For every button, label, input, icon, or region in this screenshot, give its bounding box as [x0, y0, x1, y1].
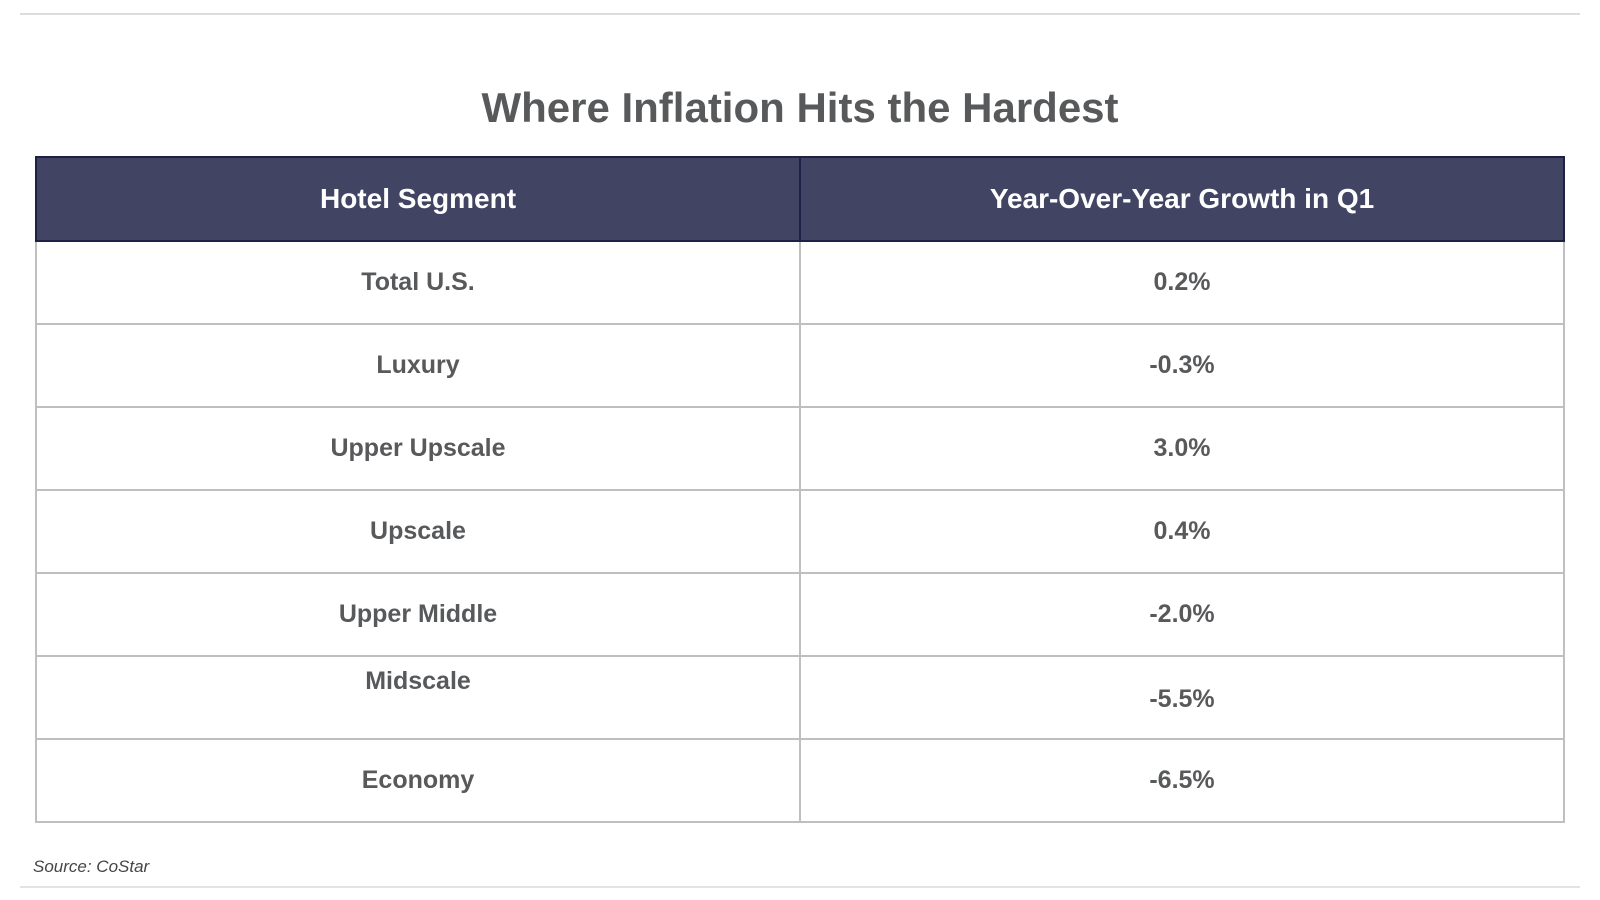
- segment-cell: Total U.S.: [35, 240, 801, 325]
- growth-cell: 0.4%: [799, 489, 1565, 574]
- table-row: Midscale -5.5%: [35, 655, 1565, 740]
- col-header-yoy-growth: Year-Over-Year Growth in Q1: [799, 156, 1565, 242]
- table-row: Upper Middle -2.0%: [35, 572, 1565, 657]
- segment-cell: Upper Upscale: [35, 406, 801, 491]
- table-body: Total U.S. 0.2% Luxury -0.3% Upper Upsca…: [35, 240, 1565, 823]
- table-row: Total U.S. 0.2%: [35, 240, 1565, 325]
- table-header-row: Hotel Segment Year-Over-Year Growth in Q…: [35, 156, 1565, 242]
- table-row: Upper Upscale 3.0%: [35, 406, 1565, 491]
- table-row: Luxury -0.3%: [35, 323, 1565, 408]
- growth-cell: 3.0%: [799, 406, 1565, 491]
- inflation-table: Hotel Segment Year-Over-Year Growth in Q…: [35, 156, 1565, 823]
- segment-cell: Midscale: [35, 655, 801, 740]
- segment-cell: Luxury: [35, 323, 801, 408]
- table-row: Economy -6.5%: [35, 738, 1565, 823]
- table-row: Upscale 0.4%: [35, 489, 1565, 574]
- chart-title: Where Inflation Hits the Hardest: [481, 84, 1119, 131]
- growth-cell: -0.3%: [799, 323, 1565, 408]
- segment-cell: Upscale: [35, 489, 801, 574]
- col-header-hotel-segment: Hotel Segment: [35, 156, 801, 242]
- growth-cell: 0.2%: [799, 240, 1565, 325]
- source-note: Source: CoStar: [33, 857, 150, 876]
- top-divider: [20, 13, 1580, 15]
- growth-cell: -5.5%: [799, 655, 1565, 740]
- bottom-divider: [20, 886, 1580, 888]
- growth-cell: -6.5%: [799, 738, 1565, 823]
- segment-cell: Economy: [35, 738, 801, 823]
- segment-cell: Upper Middle: [35, 572, 801, 657]
- growth-cell: -2.0%: [799, 572, 1565, 657]
- table-header: Hotel Segment Year-Over-Year Growth in Q…: [35, 156, 1565, 242]
